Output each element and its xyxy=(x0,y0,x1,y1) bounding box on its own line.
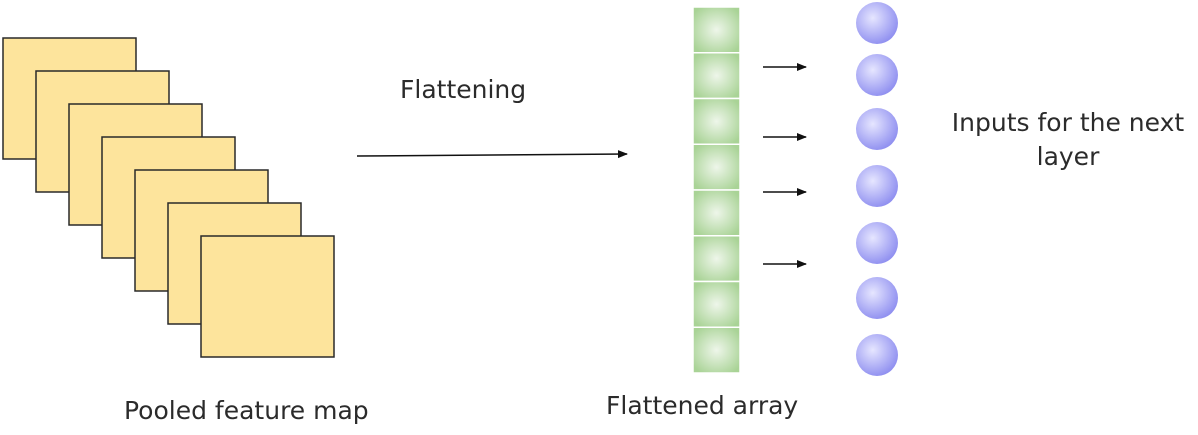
array-cell xyxy=(692,52,741,100)
flattening-label: Flattening xyxy=(400,75,527,104)
flattened-array-label: Flattened array xyxy=(606,391,799,420)
input-node xyxy=(856,277,898,319)
input-node xyxy=(856,165,898,207)
array-cell xyxy=(692,235,741,283)
array-cell xyxy=(692,143,741,191)
array-cell xyxy=(692,326,741,374)
array-cell xyxy=(692,97,741,145)
input-node xyxy=(856,334,898,376)
array-cell xyxy=(692,6,741,54)
input-arrows xyxy=(763,63,807,268)
array-cell xyxy=(692,189,741,237)
array-cell xyxy=(692,280,741,328)
input-node xyxy=(856,222,898,264)
input-node xyxy=(856,54,898,96)
pooled-feature-map-label: Pooled feature map xyxy=(124,396,369,425)
next-layer-nodes xyxy=(856,2,898,376)
input-node xyxy=(856,108,898,150)
flattening-arrow-group xyxy=(356,150,628,159)
feature-map-square xyxy=(200,235,335,358)
flattening-arrow xyxy=(356,150,628,159)
flattened-array xyxy=(692,6,741,374)
inputs-next-layer-label: Inputs for the next layer xyxy=(951,108,1185,171)
input-node xyxy=(856,2,898,44)
pooled-feature-maps xyxy=(2,37,335,358)
